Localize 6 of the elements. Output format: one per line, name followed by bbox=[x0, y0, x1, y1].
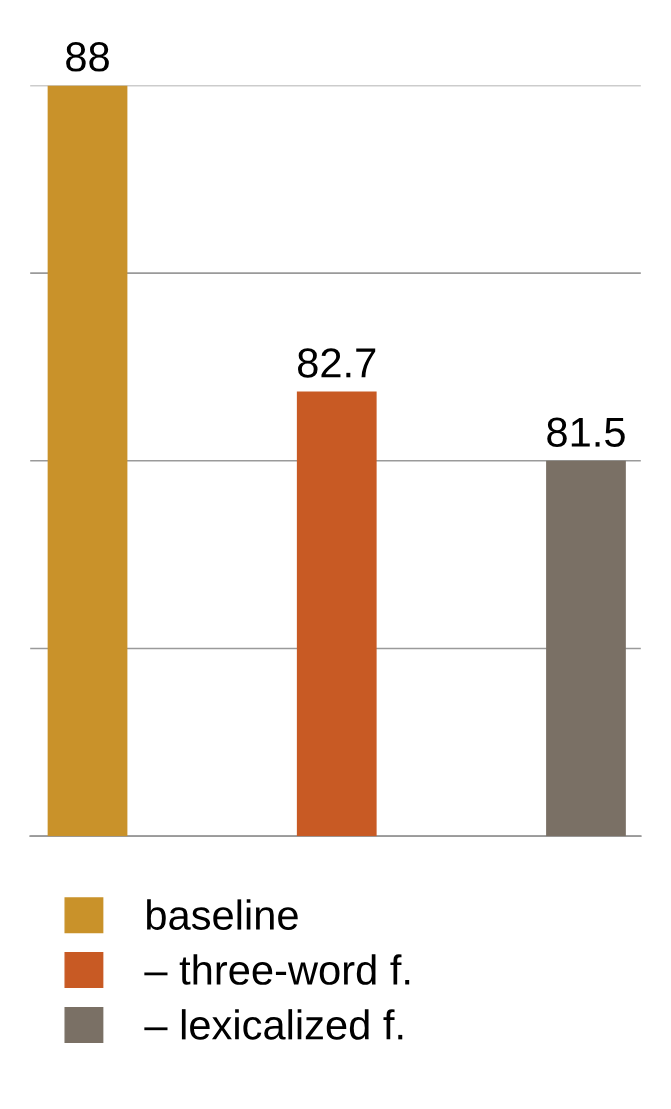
data-label: 81.5 bbox=[547, 417, 625, 447]
legend-label: – lexicalized f. bbox=[144, 1009, 403, 1040]
legend-label: – three-word f. bbox=[144, 954, 410, 985]
data-label: 82.7 bbox=[298, 348, 376, 378]
data-label: 88 bbox=[66, 42, 109, 72]
legend-label: baseline bbox=[147, 899, 298, 930]
